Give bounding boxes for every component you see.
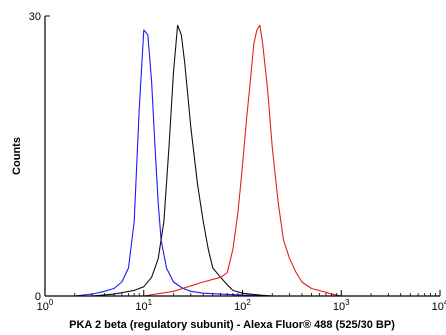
x-axis-ticks: 100 101 102 103 104 <box>37 290 446 313</box>
x-axis-title: PKA 2 beta (regulatory subunit) - Alexa … <box>69 319 395 331</box>
series-line-2 <box>45 24 342 297</box>
y-tick-label: 30 <box>29 11 41 23</box>
x-tick-label: 100 <box>37 298 54 313</box>
x-tick-label: 101 <box>135 298 152 313</box>
y-tick-label: 0 <box>35 291 41 303</box>
y-axis-title: Counts <box>11 137 23 175</box>
series-line-1 <box>45 24 273 297</box>
x-tick-label: 103 <box>333 298 350 313</box>
plot-frame <box>44 16 440 297</box>
x-tick-label: 104 <box>432 298 446 313</box>
series-line-0 <box>45 29 273 297</box>
histogram-curves <box>45 24 342 297</box>
x-tick-label: 102 <box>234 298 251 313</box>
y-axis-ticks: 0 30 <box>29 11 50 303</box>
